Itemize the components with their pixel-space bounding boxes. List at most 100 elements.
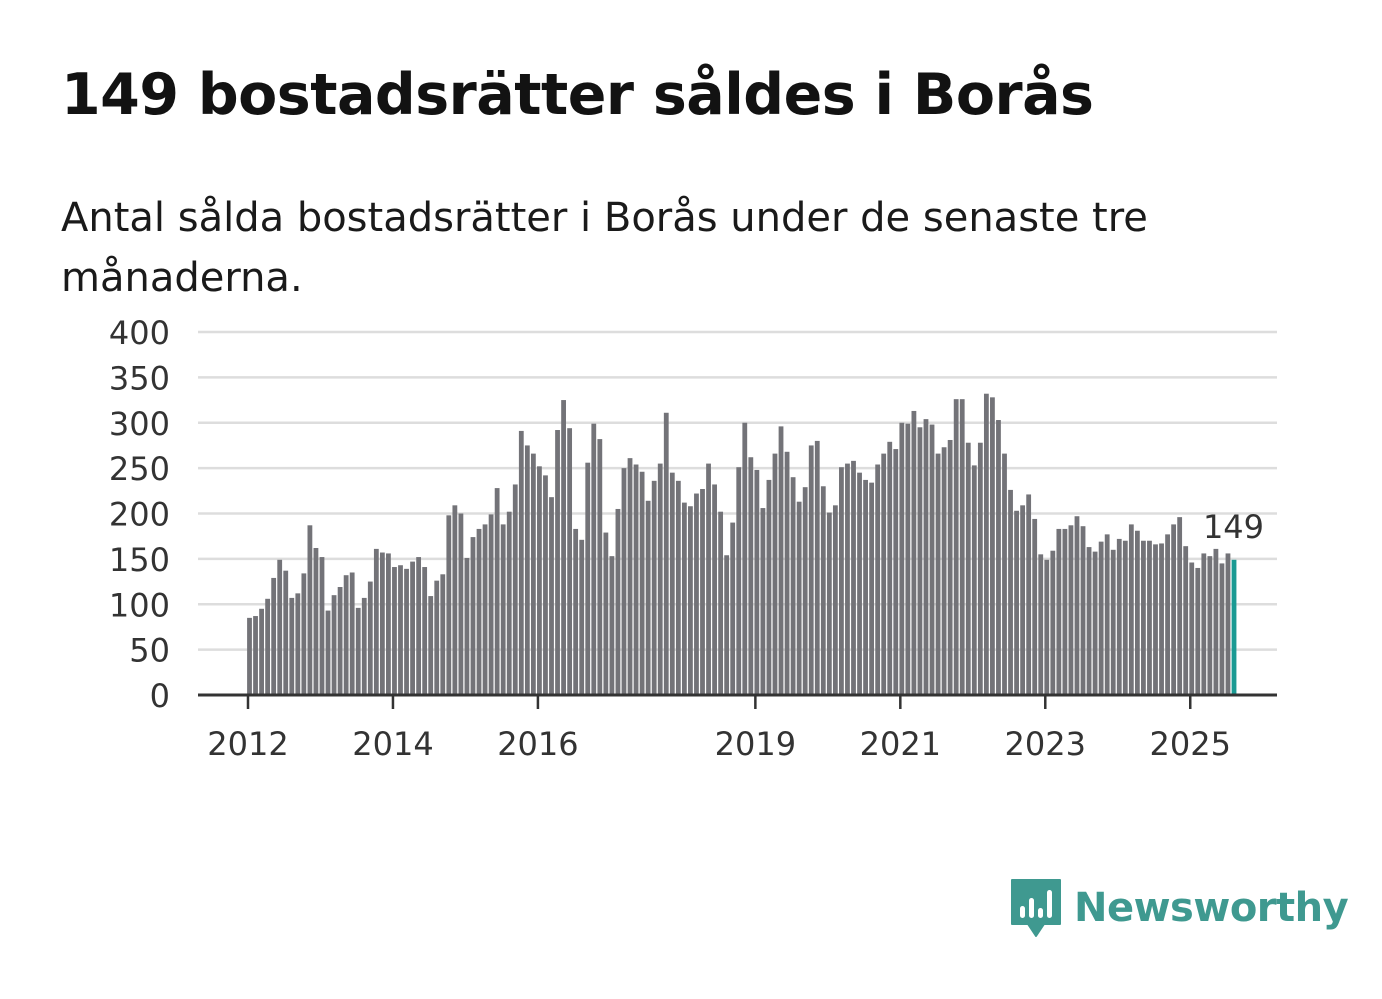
bar — [615, 508, 621, 695]
bar — [361, 597, 367, 695]
bar — [1080, 526, 1086, 695]
x-tick-label: 2023 — [1005, 725, 1086, 763]
bar — [458, 513, 464, 695]
bar — [343, 575, 349, 695]
bar — [434, 580, 440, 695]
bar — [754, 469, 760, 695]
bar — [790, 477, 796, 695]
bar — [530, 453, 536, 695]
bar — [253, 616, 258, 695]
y-tick-label: 200 — [109, 496, 170, 534]
bar — [512, 484, 518, 695]
bar — [669, 472, 675, 695]
bar — [1044, 559, 1050, 695]
bar — [645, 500, 651, 695]
x-tick-label: 2021 — [860, 725, 941, 763]
bar — [1002, 453, 1007, 695]
bar — [1201, 553, 1207, 695]
bar — [1014, 510, 1019, 695]
x-tick-label: 2016 — [497, 725, 578, 763]
bar — [1225, 553, 1231, 695]
x-axis: 2012 2014 2016 2019 2021 2023 2025 — [198, 693, 1277, 763]
bar — [482, 524, 488, 695]
bar — [1177, 517, 1183, 695]
bar — [990, 397, 995, 695]
bar — [392, 567, 397, 695]
x-tick-label: 2025 — [1150, 725, 1231, 763]
bar — [694, 493, 699, 695]
bar — [603, 532, 609, 695]
y-tick-label: 400 — [109, 314, 170, 352]
bar — [681, 502, 687, 695]
bar — [1147, 540, 1152, 695]
bar — [1098, 541, 1104, 695]
bar — [259, 608, 264, 695]
bar — [549, 497, 554, 695]
bar — [543, 475, 548, 695]
bar — [1050, 550, 1056, 695]
bar — [494, 488, 500, 695]
bar — [627, 458, 633, 695]
bar — [1104, 534, 1110, 695]
bar — [1189, 562, 1195, 695]
y-tick-label: 100 — [109, 586, 170, 624]
bar — [832, 505, 838, 695]
bar — [784, 451, 790, 695]
y-axis: 0 50 100 150 200 250 300 350 400 — [109, 314, 170, 715]
bar — [524, 445, 530, 695]
bar — [983, 393, 989, 695]
bar — [639, 471, 645, 695]
bar — [851, 460, 856, 695]
bar — [863, 479, 868, 695]
bar — [887, 441, 893, 695]
bar — [1074, 516, 1080, 695]
bar — [724, 555, 730, 695]
bar — [1213, 548, 1219, 695]
bar — [772, 453, 778, 695]
bar — [706, 463, 711, 695]
bar — [1219, 563, 1225, 695]
x-tick-label: 2014 — [352, 725, 433, 763]
bar — [416, 557, 422, 695]
bar — [977, 442, 983, 695]
newsworthy-logo-icon — [1011, 879, 1061, 937]
chart-title: 149 bostadsrätter såldes i Borås — [61, 62, 1094, 128]
bar — [857, 472, 862, 695]
x-tick-label: 2019 — [715, 725, 796, 763]
bar — [1122, 540, 1128, 695]
bar — [796, 501, 802, 695]
highlight-value-label: 149 — [1203, 508, 1264, 546]
y-tick-label: 50 — [129, 632, 170, 670]
bar — [651, 480, 657, 695]
bar — [1068, 525, 1074, 695]
bar — [428, 596, 434, 695]
newsworthy-logo[interactable]: Newsworthy — [1010, 878, 1349, 938]
bar — [446, 515, 452, 695]
bar — [476, 528, 482, 695]
bar — [579, 539, 585, 695]
bar — [996, 420, 1001, 695]
bar — [488, 514, 494, 695]
bar — [500, 524, 506, 695]
bar — [440, 574, 446, 695]
bar — [567, 428, 573, 695]
bar — [265, 598, 271, 695]
bar — [464, 557, 470, 695]
bar — [675, 480, 681, 695]
bar — [935, 453, 941, 695]
y-tick-label: 250 — [109, 450, 170, 488]
bar — [398, 565, 403, 695]
bar — [1062, 528, 1068, 695]
bar — [971, 465, 977, 695]
bar — [555, 430, 560, 695]
y-tick-label: 300 — [109, 405, 170, 443]
bar — [736, 467, 742, 695]
bar — [537, 466, 542, 695]
bar — [766, 479, 772, 695]
bar-highlight — [1231, 559, 1237, 695]
bar — [965, 442, 971, 695]
bar — [802, 487, 808, 695]
bar — [561, 400, 566, 695]
bar — [367, 581, 373, 695]
